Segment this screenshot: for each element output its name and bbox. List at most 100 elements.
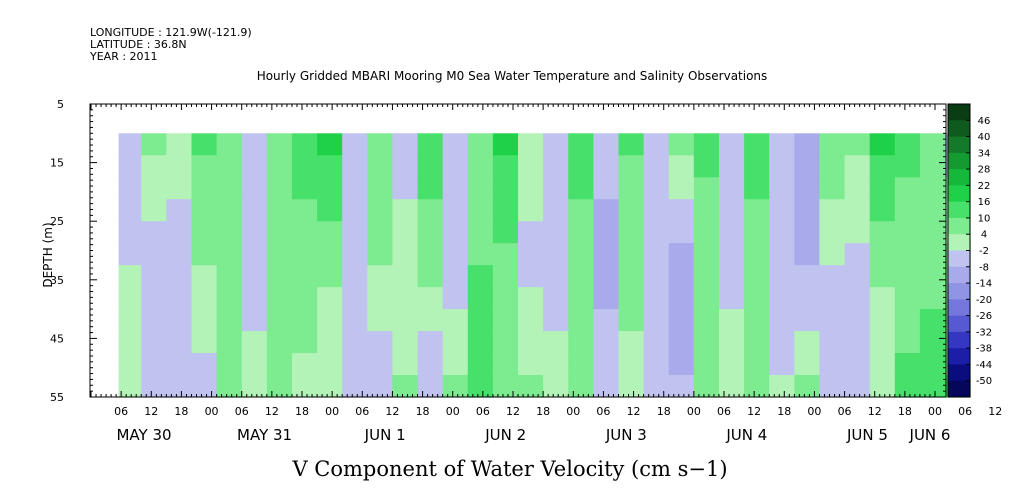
heatmap-cell <box>643 133 670 156</box>
heatmap-cell <box>869 287 896 310</box>
colorbar-swatch <box>948 283 970 300</box>
heatmap-cell <box>693 221 720 244</box>
heatmap-cell <box>844 243 871 266</box>
x-hour-label: 00 <box>928 405 942 418</box>
heatmap-cell <box>442 331 469 354</box>
heatmap-cell <box>618 309 645 332</box>
heatmap-cell <box>668 331 695 354</box>
heatmap-cell <box>744 287 770 310</box>
colorbar-label: 40 <box>978 132 991 143</box>
heatmap-cell <box>241 353 268 376</box>
heatmap-cell <box>492 353 519 376</box>
colorbar-swatch <box>948 201 970 219</box>
heatmap-cell <box>543 287 569 310</box>
y-tick-label: 55 <box>50 391 64 404</box>
colorbar-swatch <box>948 364 970 382</box>
x-hour-label: 06 <box>958 405 972 418</box>
heatmap-cell <box>417 199 444 222</box>
heatmap-cell <box>844 265 871 288</box>
heatmap-cell <box>693 177 720 200</box>
heatmap-cell <box>869 133 896 156</box>
x-hour-label: 00 <box>205 405 219 418</box>
heatmap-cell <box>166 177 193 200</box>
heatmap-cell <box>869 353 896 376</box>
colorbar-label: 46 <box>978 116 991 127</box>
heatmap-cell <box>568 199 594 222</box>
heatmap-cell <box>141 287 167 310</box>
heatmap-cell <box>869 177 896 200</box>
heatmap-cell <box>643 199 670 222</box>
heatmap-cell <box>643 331 670 354</box>
heatmap-cell <box>693 243 720 266</box>
heatmap-cell <box>141 309 167 332</box>
x-day-label: JUN 1 <box>364 426 406 444</box>
heatmap-cell <box>718 353 745 376</box>
heatmap-cell <box>593 331 620 354</box>
colorbar-label: -20 <box>976 295 992 306</box>
heatmap-cell <box>417 265 444 288</box>
heatmap-cell <box>919 265 946 288</box>
heatmap-cell <box>618 331 645 354</box>
heatmap-cell <box>317 287 343 310</box>
heatmap-cell <box>769 133 795 156</box>
heatmap-cell <box>266 309 293 332</box>
x-day-label: MAY 31 <box>237 426 292 444</box>
heatmap-cell <box>844 221 871 244</box>
heatmap-cell <box>291 353 318 376</box>
y-tick-label: 5 <box>57 98 64 111</box>
heatmap-cell <box>191 309 218 332</box>
heatmap-cell <box>769 243 795 266</box>
heatmap-cell <box>518 199 544 222</box>
heatmap-cell <box>518 287 544 310</box>
heatmap-cell <box>919 309 946 332</box>
heatmap-cell <box>568 331 594 354</box>
heatmap-cell <box>141 221 167 244</box>
x-hour-label: 06 <box>717 405 731 418</box>
heatmap-cell <box>417 243 444 266</box>
heatmap-cell <box>166 309 193 332</box>
heatmap-cell <box>342 221 368 244</box>
x-hour-label: 18 <box>777 405 791 418</box>
heatmap-cell <box>191 287 218 310</box>
heatmap-cell <box>216 375 243 398</box>
heatmap-cell <box>819 177 846 200</box>
heatmap-cell <box>191 177 218 200</box>
heatmap-cell <box>191 243 218 266</box>
heatmap-cell <box>769 375 795 398</box>
colorbar-swatch <box>948 234 970 251</box>
heatmap-cell <box>919 177 946 200</box>
heatmap-cell <box>241 375 268 398</box>
heatmap-cell <box>794 375 821 398</box>
heatmap-cell <box>919 375 946 398</box>
heatmap-cell <box>769 331 795 354</box>
heatmap-cell <box>166 199 193 222</box>
x-hour-label: 12 <box>988 405 1002 418</box>
heatmap-cell <box>367 133 394 156</box>
heatmap-cell <box>568 221 594 244</box>
x-hour-label: 00 <box>325 405 339 418</box>
heatmap-cell <box>492 265 519 288</box>
heatmap-cell <box>744 309 770 332</box>
x-hour-label: 00 <box>566 405 580 418</box>
heatmap-cell <box>593 155 620 178</box>
heatmap-cell <box>141 199 167 222</box>
heatmap-cell <box>543 353 569 376</box>
heatmap-cell <box>844 309 871 332</box>
heatmap-cell <box>693 309 720 332</box>
y-tick-label: 35 <box>50 274 64 287</box>
heatmap-cell <box>266 133 293 156</box>
heatmap-cell <box>467 287 494 310</box>
x-day-label: JUN 2 <box>484 426 526 444</box>
heatmap-cell <box>794 265 821 288</box>
heatmap-cell <box>869 221 896 244</box>
x-hour-label: 18 <box>295 405 309 418</box>
x-hour-label: 12 <box>385 405 399 418</box>
heatmap-cell <box>844 155 871 178</box>
heatmap-cell <box>919 287 946 310</box>
heatmap-cell <box>241 331 268 354</box>
heatmap-cell <box>593 199 620 222</box>
x-day-label: JUN 5 <box>846 426 888 444</box>
heatmap-cell <box>141 177 167 200</box>
heatmap-cell <box>141 375 167 398</box>
heatmap-cell <box>241 287 268 310</box>
